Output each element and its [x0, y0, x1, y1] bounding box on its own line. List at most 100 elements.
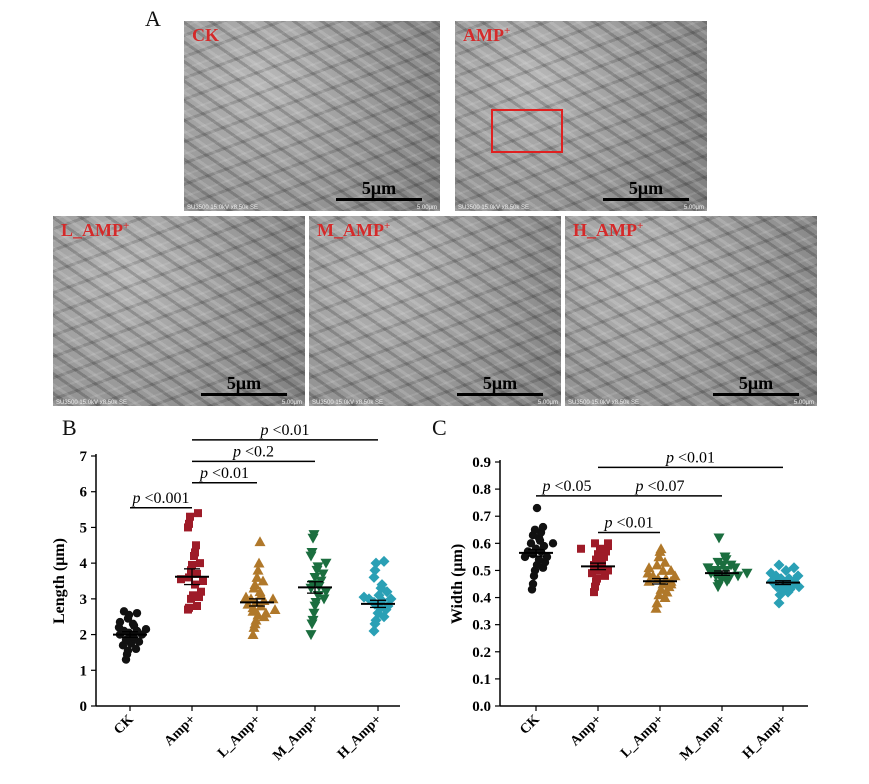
- sem-label: M_AMP+: [317, 220, 391, 240]
- scale-bar: 5μm: [603, 179, 689, 201]
- data-point: [312, 590, 324, 601]
- data-point: [721, 576, 733, 587]
- data-point: [192, 541, 200, 550]
- data-point: [305, 630, 317, 641]
- data-point: [378, 611, 390, 623]
- significance-label: p <0.001: [131, 490, 189, 507]
- data-point: [527, 585, 537, 594]
- data-point: [654, 545, 666, 556]
- data-point: [591, 539, 599, 548]
- data-point: [368, 596, 380, 608]
- data-point: [240, 591, 252, 602]
- data-point: [780, 578, 792, 590]
- data-point: [765, 567, 777, 579]
- data-point: [358, 591, 370, 603]
- data-point: [128, 632, 138, 641]
- data-point: [783, 573, 795, 585]
- data-point: [376, 595, 388, 607]
- data-point: [119, 626, 129, 636]
- data-point: [532, 503, 542, 513]
- data-point: [199, 577, 207, 585]
- data-point: [591, 563, 599, 572]
- data-point: [591, 582, 599, 591]
- data-point: [590, 588, 598, 597]
- sem-label: CK: [192, 25, 219, 45]
- data-point: [542, 552, 552, 562]
- data-point: [252, 564, 264, 575]
- data-point: [250, 596, 262, 607]
- data-point: [650, 602, 662, 613]
- data-point: [531, 544, 541, 553]
- data-point: [132, 608, 142, 618]
- data-point: [370, 557, 382, 569]
- data-point: [657, 578, 669, 589]
- data-point: [188, 560, 196, 569]
- data-point: [590, 561, 598, 570]
- data-point: [788, 562, 800, 574]
- data-point: [320, 587, 332, 598]
- y-tick-label: 2: [80, 628, 88, 644]
- data-point: [184, 605, 192, 614]
- data-point: [381, 586, 393, 598]
- data-point: [788, 578, 800, 590]
- y-tick-label: 5: [80, 520, 88, 536]
- data-point: [665, 578, 677, 589]
- x-tick-label: M_Amp+: [270, 712, 321, 763]
- data-point: [186, 512, 194, 521]
- data-point: [305, 551, 317, 562]
- data-point: [669, 570, 681, 581]
- data-point: [651, 597, 663, 608]
- data-point: [250, 614, 262, 625]
- data-point: [307, 615, 319, 626]
- data-point: [114, 623, 124, 632]
- data-point: [368, 571, 380, 583]
- data-point: [528, 531, 538, 540]
- data-point: [720, 566, 732, 576]
- data-point: [538, 563, 548, 572]
- significance-label: p <0.07: [634, 478, 684, 495]
- data-point: [369, 618, 381, 630]
- data-point: [705, 568, 717, 579]
- x-tick-label: Amp+: [162, 712, 199, 749]
- data-point: [702, 563, 714, 574]
- sem-info: SU3500 15.0kV x8.50k SE 5.00μm: [312, 400, 558, 406]
- data-point: [380, 604, 392, 616]
- data-point: [715, 574, 727, 585]
- data-point: [308, 530, 320, 541]
- data-point: [647, 570, 659, 581]
- y-tick-label: 0.1: [472, 672, 491, 688]
- data-point: [660, 573, 672, 583]
- y-tick-label: 0.9: [472, 455, 491, 471]
- significance-label: p <0.01: [199, 465, 249, 482]
- data-point: [126, 639, 136, 648]
- data-point: [788, 575, 800, 587]
- data-point: [249, 618, 261, 629]
- data-point: [713, 533, 725, 544]
- scale-bar: 5μm: [713, 374, 799, 396]
- sem-info: SU3500 15.0kV x8.50k SE 5.00μm: [568, 400, 814, 406]
- data-point: [596, 544, 604, 553]
- panel-label-c: C: [432, 415, 447, 440]
- data-point: [309, 573, 321, 583]
- data-point: [258, 595, 270, 606]
- data-point: [523, 547, 533, 556]
- data-point: [185, 603, 193, 612]
- y-tick-label: 0.7: [472, 509, 491, 525]
- data-point: [320, 558, 332, 569]
- data-point: [780, 564, 792, 576]
- data-point: [306, 548, 318, 558]
- data-point: [775, 573, 787, 585]
- data-point: [592, 577, 600, 586]
- data-point: [115, 630, 125, 639]
- data-point: [269, 604, 281, 614]
- data-point: [642, 567, 654, 578]
- data-point: [539, 541, 549, 551]
- sem-info: SU3500 15.0kV x8.50k SE 5.00μm: [458, 205, 704, 211]
- data-point: [190, 552, 198, 560]
- data-point: [128, 619, 138, 629]
- data-point: [318, 594, 330, 605]
- data-point: [260, 607, 272, 618]
- y-tick-label: 6: [80, 485, 88, 501]
- data-point: [657, 564, 669, 575]
- data-point: [252, 609, 264, 620]
